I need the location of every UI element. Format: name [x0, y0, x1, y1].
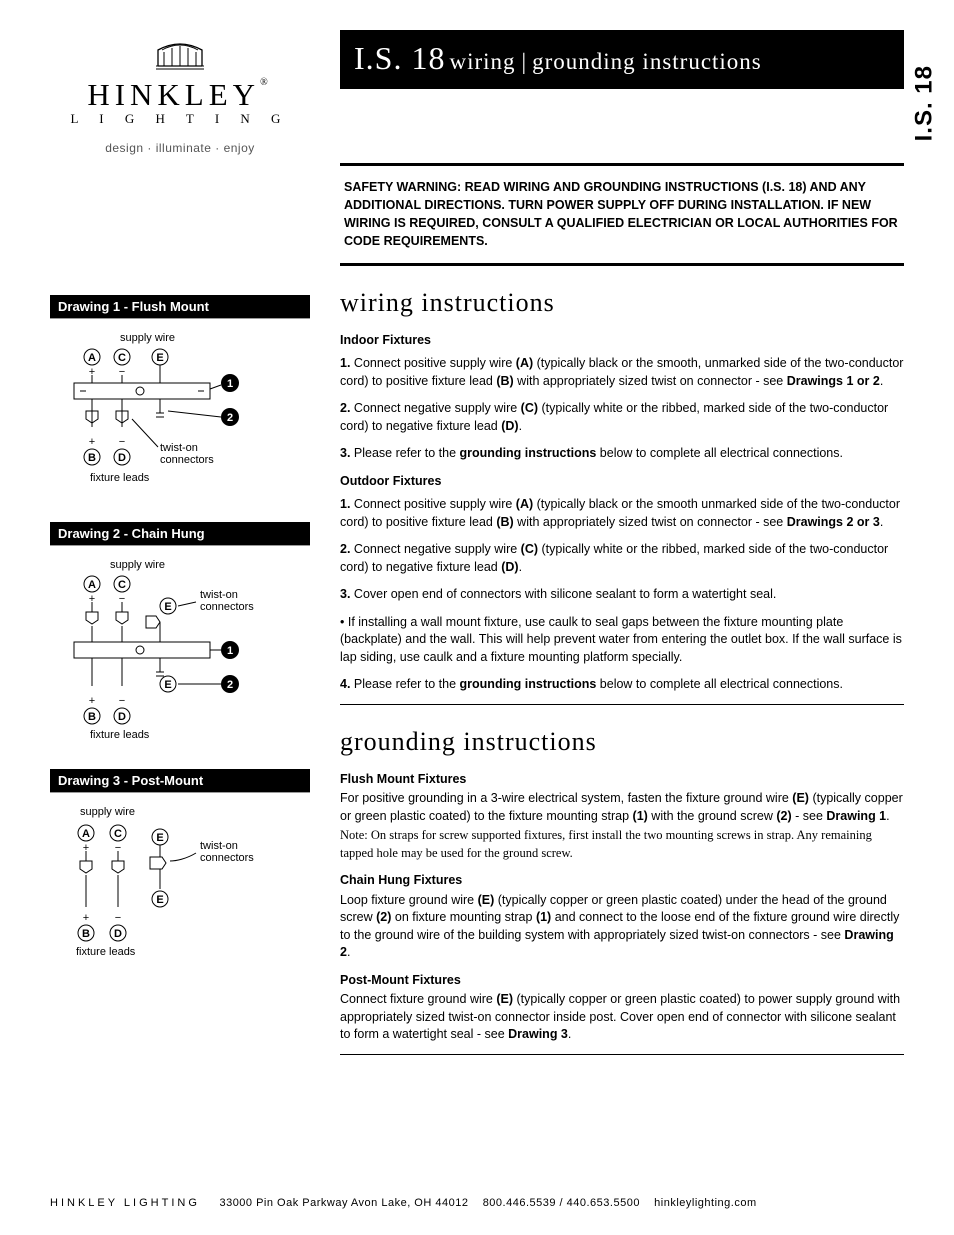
- indoor-step1: 1. Connect positive supply wire (A) (typ…: [340, 355, 904, 390]
- title-code: I.S. 18: [354, 40, 445, 76]
- svg-text:1: 1: [227, 645, 233, 657]
- flush-note: Note: On straps for screw supported fixt…: [340, 827, 904, 862]
- svg-text:B: B: [88, 711, 96, 723]
- svg-text:supply wire: supply wire: [80, 806, 135, 818]
- side-doc-label: I.S. 18: [910, 65, 938, 141]
- svg-text:−: −: [115, 912, 121, 924]
- svg-text:B: B: [82, 928, 90, 940]
- svg-text:fixture leads: fixture leads: [76, 946, 136, 958]
- grounding-heading: grounding instructions: [340, 727, 904, 757]
- footer-phone: 800.446.5539 / 440.653.5500: [483, 1197, 640, 1209]
- footer-brand: HINKLEY LIGHTING: [50, 1197, 200, 1209]
- drawing2-svg: supply wire A C + − E twist-onconnectors: [50, 556, 310, 751]
- logo: HINKLEY® L I G H T I N G design · illumi…: [50, 36, 310, 155]
- drawing3-svg: supply wire A C E +− twist-onconnectors …: [50, 803, 310, 978]
- svg-text:connectors: connectors: [160, 454, 214, 466]
- wiring-body: Indoor Fixtures 1. Connect positive supp…: [340, 332, 904, 694]
- logo-icon: [154, 36, 206, 75]
- svg-text:+: +: [89, 695, 95, 707]
- logo-name: HINKLEY®: [50, 77, 310, 113]
- svg-text:C: C: [114, 828, 122, 840]
- drawing1-svg: supply wire A C E + − 1: [50, 329, 310, 504]
- svg-text:supply wire: supply wire: [110, 559, 165, 571]
- svg-text:2: 2: [227, 412, 233, 424]
- outdoor-step4: 4. Please refer to the grounding instruc…: [340, 676, 904, 694]
- title-sub1: wiring: [449, 49, 515, 74]
- svg-text:B: B: [88, 452, 96, 464]
- drawing1-title: Drawing 1 - Flush Mount: [50, 295, 310, 319]
- svg-text:−: −: [119, 695, 125, 707]
- svg-text:E: E: [156, 832, 163, 844]
- rule: [340, 1054, 904, 1055]
- rule: [340, 263, 904, 266]
- svg-text:+: +: [83, 912, 89, 924]
- outdoor-step3: 3. Cover open end of connectors with sil…: [340, 586, 904, 604]
- flush-subhead: Flush Mount Fixtures: [340, 771, 904, 789]
- wiring-heading: wiring instructions: [340, 288, 904, 318]
- svg-text:1: 1: [227, 378, 233, 390]
- indoor-step2: 2. Connect negative supply wire (C) (typ…: [340, 400, 904, 435]
- footer-url: hinkleylighting.com: [654, 1197, 756, 1209]
- title-sub2: grounding instructions: [532, 49, 762, 74]
- footer: HINKLEY LIGHTING 33000 Pin Oak Parkway A…: [50, 1197, 904, 1209]
- svg-text:−: −: [119, 436, 125, 448]
- grounding-body: Flush Mount Fixtures For positive ground…: [340, 771, 904, 1044]
- svg-text:2: 2: [227, 679, 233, 691]
- svg-text:E: E: [164, 679, 171, 691]
- svg-text:twist-on: twist-on: [200, 840, 238, 852]
- svg-text:E: E: [164, 601, 171, 613]
- svg-text:A: A: [88, 579, 96, 591]
- svg-text:fixture leads: fixture leads: [90, 472, 150, 484]
- flush-text: For positive grounding in a 3-wire elect…: [340, 790, 904, 825]
- drawing3-title: Drawing 3 - Post-Mount: [50, 769, 310, 793]
- svg-text:E: E: [156, 352, 163, 364]
- title-sep: |: [522, 49, 527, 74]
- svg-text:A: A: [88, 352, 96, 364]
- indoor-step3: 3. Please refer to the grounding instruc…: [340, 445, 904, 463]
- logo-sub: L I G H T I N G: [50, 111, 310, 127]
- footer-addr: 33000 Pin Oak Parkway Avon Lake, OH 4401…: [219, 1197, 468, 1209]
- svg-text:A: A: [82, 828, 90, 840]
- logo-tag: design · illuminate · enjoy: [50, 141, 310, 155]
- svg-text:twist-on: twist-on: [200, 589, 238, 601]
- svg-text:connectors: connectors: [200, 852, 254, 864]
- post-text: Connect fixture ground wire (E) (typical…: [340, 991, 904, 1044]
- indoor-subhead: Indoor Fixtures: [340, 332, 904, 350]
- outdoor-bullet: • If installing a wall mount fixture, us…: [340, 614, 904, 667]
- chain-text: Loop fixture ground wire (E) (typically …: [340, 892, 904, 962]
- rule: [340, 704, 904, 705]
- svg-text:fixture leads: fixture leads: [90, 729, 150, 741]
- svg-text:D: D: [118, 452, 126, 464]
- svg-text:supply wire: supply wire: [120, 332, 175, 344]
- post-subhead: Post-Mount Fixtures: [340, 972, 904, 990]
- outdoor-subhead: Outdoor Fixtures: [340, 473, 904, 491]
- svg-text:+: +: [89, 436, 95, 448]
- outdoor-step2: 2. Connect negative supply wire (C) (typ…: [340, 541, 904, 576]
- svg-text:D: D: [114, 928, 122, 940]
- svg-text:C: C: [118, 352, 126, 364]
- svg-text:E: E: [156, 894, 163, 906]
- title-bar: I.S. 18 wiring |grounding instructions: [340, 30, 904, 93]
- outdoor-step1: 1. Connect positive supply wire (A) (typ…: [340, 496, 904, 531]
- drawing2-title: Drawing 2 - Chain Hung: [50, 522, 310, 546]
- svg-text:D: D: [118, 711, 126, 723]
- safety-warning: SAFETY WARNING: READ WIRING AND GROUNDIN…: [340, 166, 904, 263]
- svg-text:connectors: connectors: [200, 601, 254, 613]
- chain-subhead: Chain Hung Fixtures: [340, 872, 904, 890]
- svg-text:C: C: [118, 579, 126, 591]
- svg-text:twist-on: twist-on: [160, 442, 198, 454]
